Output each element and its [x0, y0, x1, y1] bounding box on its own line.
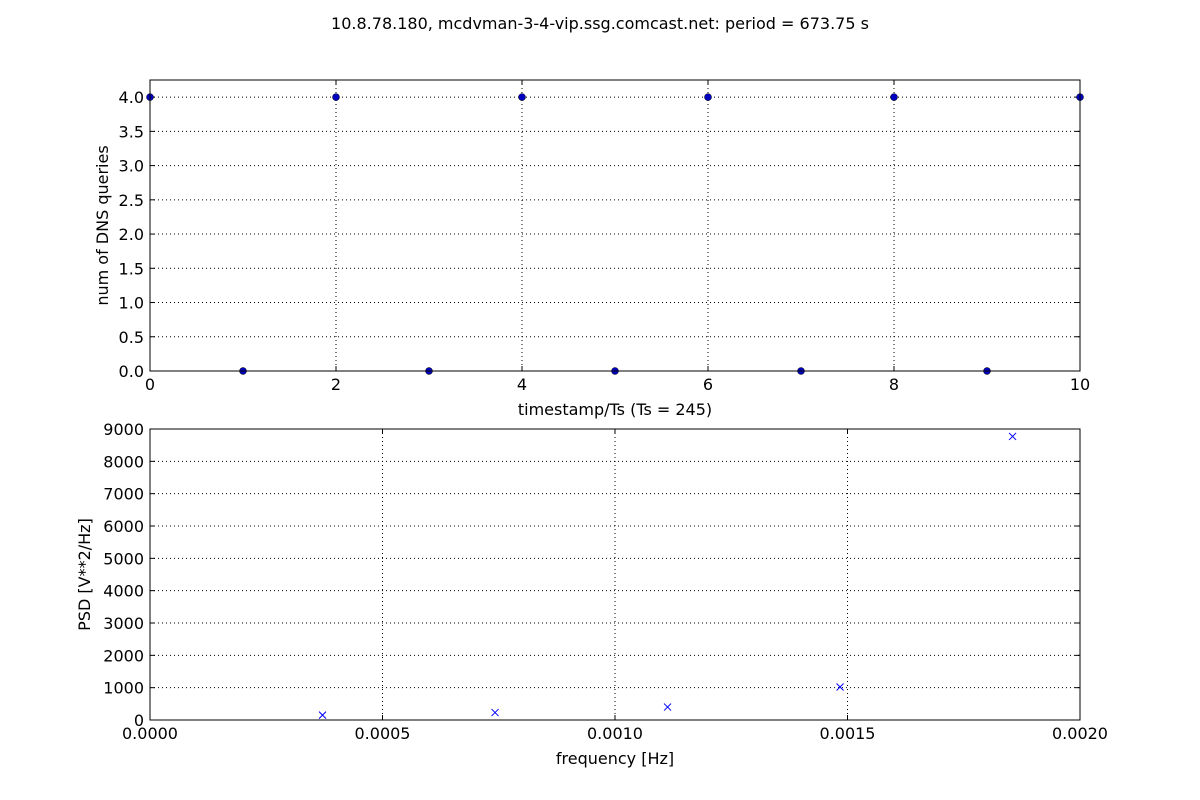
y-tick-label: 4.0: [119, 88, 144, 107]
y-axis-label: num of DNS queries: [93, 145, 112, 305]
data-point: [1008, 432, 1017, 441]
y-tick-label: 1000: [103, 679, 144, 698]
x-tick-label: 0.0020: [1052, 724, 1108, 743]
y-tick-label: 2.5: [119, 191, 144, 210]
x-tick-label: 0.0010: [587, 724, 643, 743]
y-tick-label: 1.5: [119, 259, 144, 278]
data-point-stroke: [836, 683, 844, 691]
data-point: [518, 93, 526, 101]
x-tick-label: 0.0015: [820, 724, 876, 743]
y-axis-label: PSD [V**2/Hz]: [75, 518, 94, 631]
data-point: [836, 683, 844, 691]
x-tick-label: 0: [145, 375, 155, 394]
x-tick-label: 8: [889, 375, 899, 394]
y-tick-label: 5000: [103, 549, 144, 568]
y-tick-label: 3000: [103, 614, 144, 633]
y-tick-label: 2.0: [119, 225, 144, 244]
y-tick-label: 7000: [103, 485, 144, 504]
data-point: [704, 93, 712, 101]
y-tick-label: 4000: [103, 582, 144, 601]
data-point: [491, 708, 499, 717]
data-point-stroke: [663, 703, 672, 711]
data-point: [318, 711, 327, 720]
plot-frame: [149, 428, 1081, 721]
x-tick-label: 0.0000: [122, 724, 178, 743]
psd-plot: 0.0000 0.0005 0.0010 0.0015 0.0020 0 1000 2000 3…: [75, 420, 1108, 768]
x-tick-label: 6: [703, 375, 713, 394]
x-axis-label: frequency [Hz]: [556, 749, 674, 768]
data-point-stroke: [491, 708, 499, 717]
x-tick-label: 0.0005: [355, 724, 411, 743]
data-point: [890, 93, 898, 101]
y-tick-label: 0.0: [119, 362, 144, 381]
data-point-stroke: [318, 711, 327, 720]
data-point: [332, 93, 340, 101]
data-point: [663, 703, 672, 711]
figure-title: 10.8.78.180, mcdvman-3-4-vip.ssg.comcast…: [331, 14, 869, 33]
plot-frame: [149, 79, 1081, 372]
x-tick-label: 4: [517, 375, 527, 394]
y-tick-label: 0: [134, 711, 144, 730]
y-tick-label: 3.0: [119, 157, 144, 176]
y-tick-label: 6000: [103, 517, 144, 536]
y-tick-label: 8000: [103, 452, 144, 471]
y-tick-label: 0.5: [119, 328, 144, 347]
data-point-stroke: [1008, 432, 1017, 441]
y-tick-label: 3.5: [119, 122, 144, 141]
x-tick-label: 2: [331, 375, 341, 394]
x-axis-label: timestamp/Ts (Ts = 245): [518, 400, 712, 419]
x-tick-label: 10: [1070, 375, 1090, 394]
dns-queries-plot: 0 2 4 6 8 10 0.0 0.5 1.0 1.5 2.0 2.5 3.0 3.5 4.0 timest…: [93, 79, 1090, 419]
y-tick-label: 9000: [103, 420, 144, 439]
y-tick-label: 2000: [103, 646, 144, 665]
y-tick-label: 1.0: [119, 294, 144, 313]
